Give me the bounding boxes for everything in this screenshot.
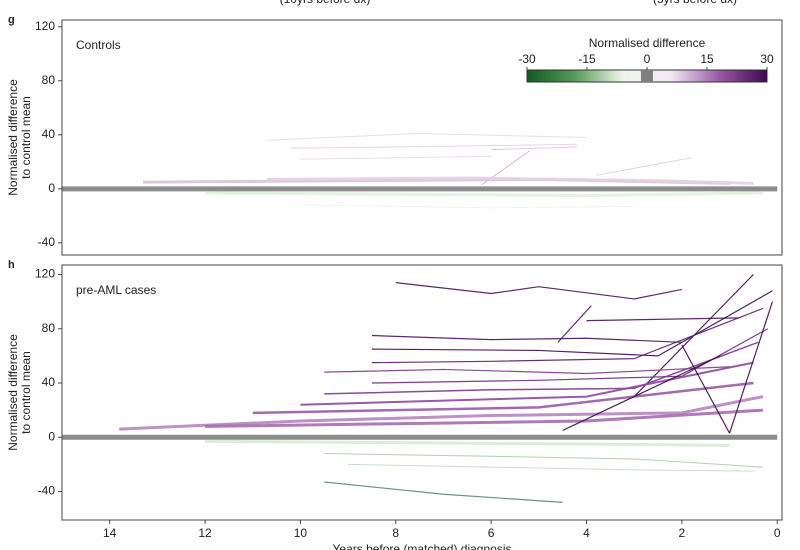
series-line (252, 381, 754, 415)
series-line (119, 395, 764, 431)
y-tick-label: -40 (38, 484, 56, 498)
series-line (205, 408, 764, 428)
series-line (586, 317, 740, 322)
series-line (681, 344, 731, 434)
series-line (300, 155, 492, 160)
x-tick-label: 0 (774, 526, 781, 540)
x-tick-label: 14 (103, 526, 117, 540)
colorbar-center (641, 70, 653, 82)
plot-frame (61, 264, 783, 521)
x-tick-label: 6 (488, 526, 495, 540)
y-axis-label: to control mean (19, 96, 33, 179)
panel-annotation: pre-AML cases (76, 283, 156, 297)
x-tick-label: 4 (583, 526, 590, 540)
series-line (324, 453, 763, 468)
series-line (205, 439, 730, 447)
y-tick-label: 120 (35, 19, 55, 33)
colorbar-tick-label: -30 (518, 52, 536, 66)
series-line (562, 355, 721, 432)
series-line (324, 341, 759, 395)
series-line (267, 176, 754, 185)
y-tick-label: 80 (42, 321, 56, 335)
header-note: (10yrs before dx) (280, 0, 371, 6)
series-line (395, 282, 682, 300)
plot-lines (62, 132, 778, 209)
panel-letter: h (8, 259, 15, 271)
series-line (371, 290, 773, 357)
series-line (348, 463, 754, 472)
y-axis-label: to control mean (19, 351, 33, 434)
y-axis-label: Normalised difference (6, 79, 20, 196)
x-tick-label: 2 (679, 526, 686, 540)
series-line (595, 157, 692, 176)
y-tick-label: -40 (38, 235, 56, 249)
y-tick-label: 120 (35, 267, 55, 281)
series-line (300, 204, 635, 209)
y-tick-label: 0 (48, 181, 55, 195)
series-line (491, 146, 577, 151)
panel-letter: g (8, 14, 15, 26)
x-tick-label: 10 (294, 526, 308, 540)
series-line (205, 191, 763, 198)
series-line (267, 132, 587, 141)
x-tick-label: 8 (392, 526, 399, 540)
series-line (371, 334, 682, 343)
y-tick-label: 40 (42, 375, 56, 389)
header-note: (5yrs before dx) (653, 0, 737, 6)
series-line (371, 328, 768, 384)
y-tick-label: 80 (42, 73, 56, 87)
x-axis-label: Years before (matched) diagnosis (333, 542, 512, 550)
colorbar-tick-label: 30 (760, 52, 774, 66)
plot-lines (62, 274, 778, 503)
plot-frame (61, 19, 783, 256)
colorbar-tick-label: 15 (700, 52, 714, 66)
series-line (557, 305, 592, 343)
colorbar-tick-label: -15 (578, 52, 596, 66)
series-line (290, 143, 577, 149)
panel-annotation: Controls (76, 38, 121, 52)
x-tick-label: 12 (198, 526, 212, 540)
series-line (324, 366, 730, 375)
series-line (324, 481, 563, 503)
y-tick-label: 0 (48, 429, 55, 443)
y-axis-label: Normalised difference (6, 334, 20, 451)
y-tick-label: 40 (42, 127, 56, 141)
series-line (371, 307, 764, 364)
colorbar-title: Normalised difference (589, 36, 706, 50)
series-line (728, 301, 774, 434)
colorbar-tick-label: 0 (644, 52, 651, 66)
